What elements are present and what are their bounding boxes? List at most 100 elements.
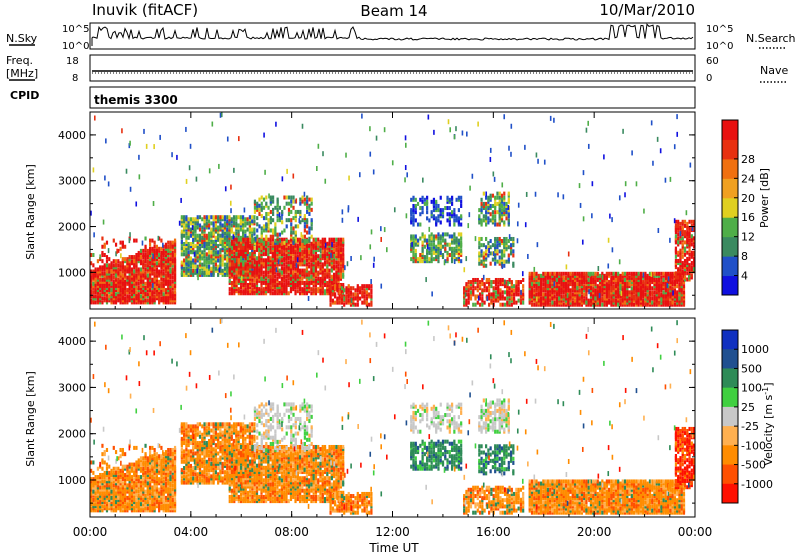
echo-cell	[515, 284, 518, 289]
echo-cell	[303, 250, 306, 255]
echo-cell	[489, 261, 492, 266]
echo-cell	[585, 290, 588, 295]
echo-cell	[626, 273, 629, 278]
echo-cell	[310, 287, 313, 292]
echo-cell	[564, 286, 568, 291]
echo-cell	[469, 290, 473, 295]
echo-cell	[646, 296, 649, 301]
echo-cell	[230, 184, 232, 190]
echo-cell	[683, 230, 687, 235]
echo-cell	[303, 280, 306, 285]
echo-cell	[326, 243, 329, 248]
echo-cell	[183, 221, 186, 226]
echo-cell	[160, 298, 163, 303]
echo-cell	[326, 280, 329, 285]
echo-cell	[497, 277, 500, 282]
echo-cell	[592, 273, 595, 278]
echo-cell	[642, 280, 645, 285]
echo-cell	[319, 287, 322, 292]
echo-cell	[416, 201, 420, 206]
echo-cell	[330, 245, 333, 250]
echo-cell	[660, 280, 663, 285]
echo-cell	[646, 286, 649, 291]
echo-cell	[580, 300, 584, 305]
echo-cell	[564, 290, 568, 295]
echo-cell	[412, 218, 415, 223]
echo-cell	[360, 255, 362, 261]
echo-cell	[569, 294, 572, 299]
echo-cell	[617, 302, 620, 307]
echo-cell	[686, 225, 689, 230]
echo-cell	[596, 298, 599, 303]
echo-cell	[646, 292, 649, 297]
echo-cell	[228, 254, 231, 259]
echo-cell	[185, 256, 188, 261]
echo-cell	[481, 292, 484, 297]
echo-cell	[589, 282, 593, 287]
echo-cell	[457, 197, 460, 202]
echo-cell	[267, 222, 270, 227]
echo-cell	[555, 290, 559, 295]
echo-cell	[230, 258, 234, 263]
echo-cell	[497, 294, 500, 299]
echo-cell	[494, 257, 497, 262]
echo-cell	[314, 291, 318, 296]
echo-cell	[608, 280, 611, 285]
echo-cell	[112, 283, 115, 288]
echo-cell	[110, 290, 113, 295]
echo-cell	[269, 280, 272, 285]
echo-cell	[337, 272, 340, 277]
echo-cell	[671, 271, 674, 276]
echo-cell	[578, 284, 581, 289]
echo-cell	[242, 266, 245, 271]
echo-cell	[269, 216, 272, 221]
echo-cell	[253, 289, 256, 294]
echo-cell	[239, 268, 243, 273]
echo-cell	[160, 290, 163, 295]
echo-cell	[296, 254, 299, 259]
echo-cell	[272, 199, 275, 204]
echo-cell	[303, 262, 306, 267]
echo-cell	[260, 278, 263, 283]
echo-cell	[506, 302, 509, 307]
echo-cell	[546, 294, 549, 299]
echo-cell	[180, 231, 183, 236]
echo-cell	[192, 233, 195, 238]
echo-cell	[646, 294, 649, 299]
echo-cell	[133, 290, 136, 295]
echo-cell	[255, 270, 259, 275]
echo-cell	[171, 259, 174, 264]
echo-cell	[162, 267, 165, 272]
echo-cell	[201, 250, 204, 255]
echo-cell	[412, 257, 415, 262]
echo-cell	[323, 237, 327, 242]
echo-cell	[533, 273, 536, 278]
echo-cell	[546, 298, 549, 303]
echo-cell	[242, 237, 245, 242]
echo-cell	[507, 218, 510, 223]
echo-cell	[271, 287, 274, 292]
echo-cell	[119, 271, 122, 276]
echo-cell	[173, 271, 177, 276]
echo-cell	[655, 302, 658, 307]
echo-cell	[679, 252, 682, 257]
echo-cell	[260, 270, 263, 275]
echo-cell	[128, 294, 131, 299]
echo-cell	[503, 245, 506, 250]
echo-cell	[221, 262, 224, 267]
echo-cell	[226, 250, 229, 255]
echo-cell	[339, 258, 343, 263]
echo-cell	[230, 266, 234, 271]
echo-cell	[189, 260, 193, 265]
echo-cell	[553, 277, 556, 282]
echo-cell	[246, 227, 249, 232]
echo-cell	[212, 215, 215, 220]
echo-cell	[328, 274, 331, 279]
echo-cell	[576, 284, 579, 289]
echo-cell	[587, 302, 590, 307]
echo-cell	[99, 273, 102, 278]
echo-cell	[686, 221, 689, 226]
echo-cell	[226, 262, 229, 267]
echo-cell	[248, 225, 252, 230]
